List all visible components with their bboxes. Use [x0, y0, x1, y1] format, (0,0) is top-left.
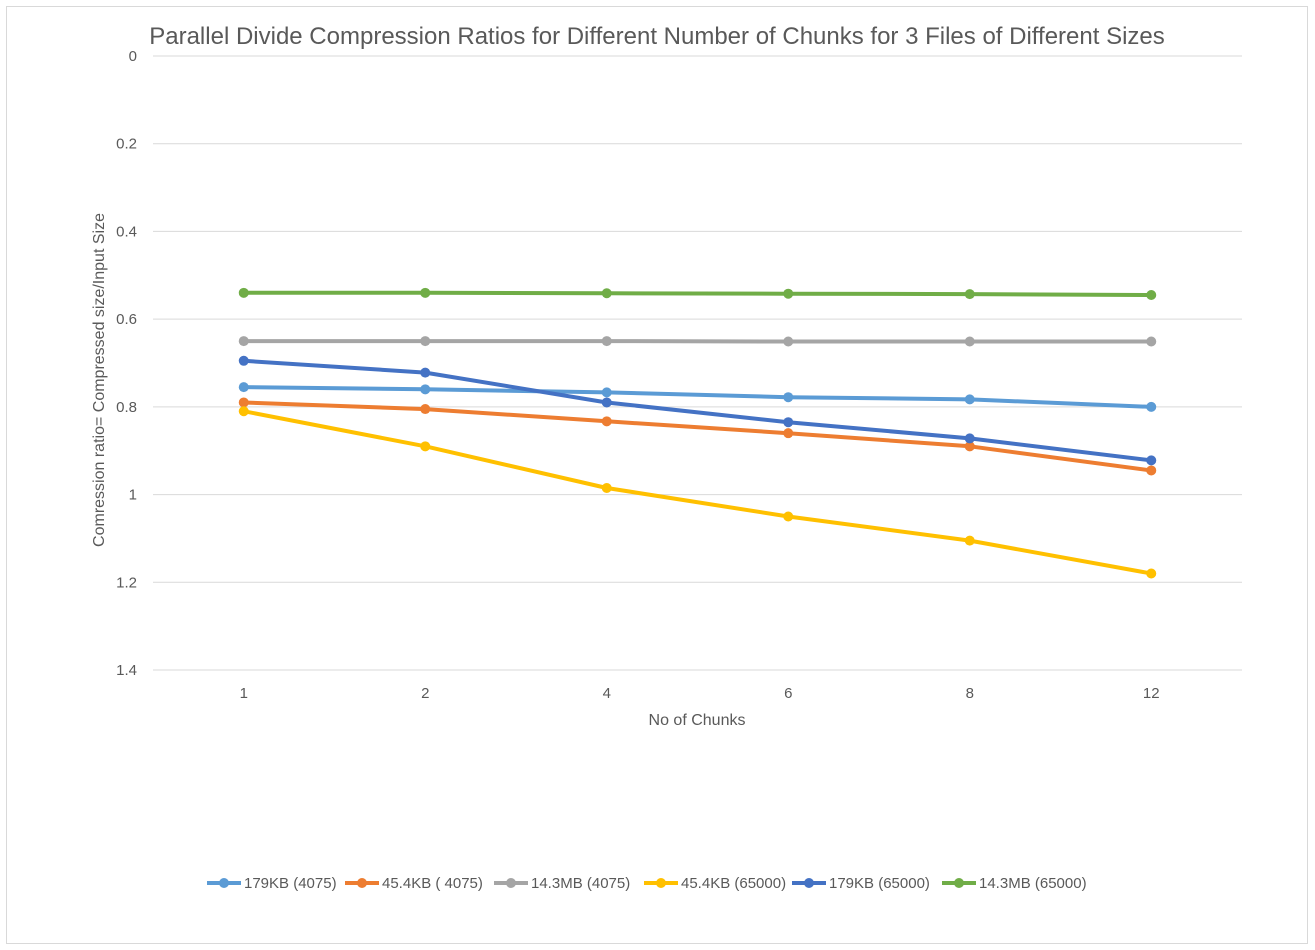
x-tick-label: 8	[966, 685, 974, 702]
x-axis-title: No of Chunks	[649, 712, 746, 729]
legend-swatch-marker	[357, 878, 367, 888]
legend-item: 14.3MB (4075)	[494, 875, 630, 892]
y-axis-title: Comression ratio= Compressed size/Input …	[91, 213, 108, 547]
legend-label: 179KB (65000)	[829, 875, 930, 892]
y-tick-label: 0.6	[116, 311, 137, 328]
series-line	[241, 290, 1154, 297]
chart-title: Parallel Divide Compression Ratios for D…	[149, 23, 1165, 50]
data-point	[964, 441, 975, 452]
data-point	[238, 336, 249, 347]
series-4	[238, 355, 1157, 466]
data-point	[420, 404, 431, 415]
data-point	[964, 336, 975, 347]
y-tick-label: 0.8	[116, 399, 137, 416]
y-tick-label: 1.4	[116, 662, 137, 679]
data-point	[1146, 455, 1157, 466]
series-2	[238, 336, 1157, 347]
y-tick-label: 1	[129, 487, 137, 504]
data-point	[1146, 336, 1157, 347]
series-0	[238, 382, 1157, 412]
series-1	[238, 397, 1157, 476]
legend-swatch-marker	[804, 878, 814, 888]
data-point	[238, 406, 249, 417]
legend-item: 179KB (4075)	[207, 875, 337, 892]
data-point	[238, 382, 249, 393]
series-line	[241, 358, 1154, 463]
series-line	[241, 385, 1154, 409]
data-point	[420, 287, 431, 298]
data-point	[964, 289, 975, 300]
data-point	[783, 336, 794, 347]
legend-swatch-marker	[954, 878, 964, 888]
data-point	[601, 288, 612, 299]
legend-item: 45.4KB ( 4075)	[345, 875, 483, 892]
data-point	[420, 367, 431, 378]
series-5	[238, 287, 1157, 301]
data-point	[420, 336, 431, 347]
x-tick-label: 6	[784, 685, 792, 702]
x-axis-ticks: 1 2 4 6 8 12	[240, 685, 1160, 702]
x-tick-label: 1	[240, 685, 248, 702]
chart-frame	[6, 6, 1308, 944]
series-line	[241, 400, 1154, 473]
data-point	[601, 416, 612, 427]
data-point	[601, 336, 612, 347]
data-point	[601, 387, 612, 398]
data-point	[783, 392, 794, 403]
legend-item: 45.4KB (65000)	[644, 875, 786, 892]
legend-swatch-marker	[656, 878, 666, 888]
y-tick-label: 0.4	[116, 223, 137, 240]
legend-item: 179KB (65000)	[792, 875, 930, 892]
legend-label: 45.4KB (65000)	[681, 875, 786, 892]
legend-label: 179KB (4075)	[244, 875, 337, 892]
series-group	[238, 287, 1157, 579]
legend-item: 14.3MB (65000)	[942, 875, 1087, 892]
series-line	[241, 409, 1154, 576]
data-point	[1146, 568, 1157, 579]
y-axis-ticks: 0 0.2 0.4 0.6 0.8 1 1.2 1.4	[116, 48, 137, 679]
data-point	[783, 511, 794, 522]
data-point	[783, 428, 794, 439]
series-3	[238, 406, 1157, 579]
data-point	[420, 441, 431, 452]
legend-label: 45.4KB ( 4075)	[382, 875, 483, 892]
data-point	[601, 397, 612, 408]
legend: 179KB (4075) 45.4KB ( 4075) 14.3MB (4075) 4…	[207, 875, 1087, 892]
data-point	[964, 394, 975, 405]
gridlines	[153, 55, 1242, 671]
data-point	[601, 482, 612, 493]
data-point	[1146, 401, 1157, 412]
legend-label: 14.3MB (4075)	[531, 875, 630, 892]
y-tick-label: 0	[129, 48, 137, 65]
data-point	[238, 397, 249, 408]
y-tick-label: 0.2	[116, 136, 137, 153]
data-point	[1146, 465, 1157, 476]
x-tick-label: 4	[603, 685, 611, 702]
legend-label: 14.3MB (65000)	[979, 875, 1087, 892]
data-point	[1146, 290, 1157, 301]
data-point	[783, 417, 794, 428]
data-point	[783, 288, 794, 299]
legend-swatch-marker	[506, 878, 516, 888]
data-point	[238, 355, 249, 366]
x-tick-label: 2	[421, 685, 429, 702]
data-point	[964, 535, 975, 546]
data-point	[964, 433, 975, 444]
legend-swatch-marker	[219, 878, 229, 888]
y-tick-label: 1.2	[116, 574, 137, 591]
data-point	[238, 287, 249, 298]
data-point	[420, 384, 431, 395]
x-tick-label: 12	[1143, 685, 1160, 702]
